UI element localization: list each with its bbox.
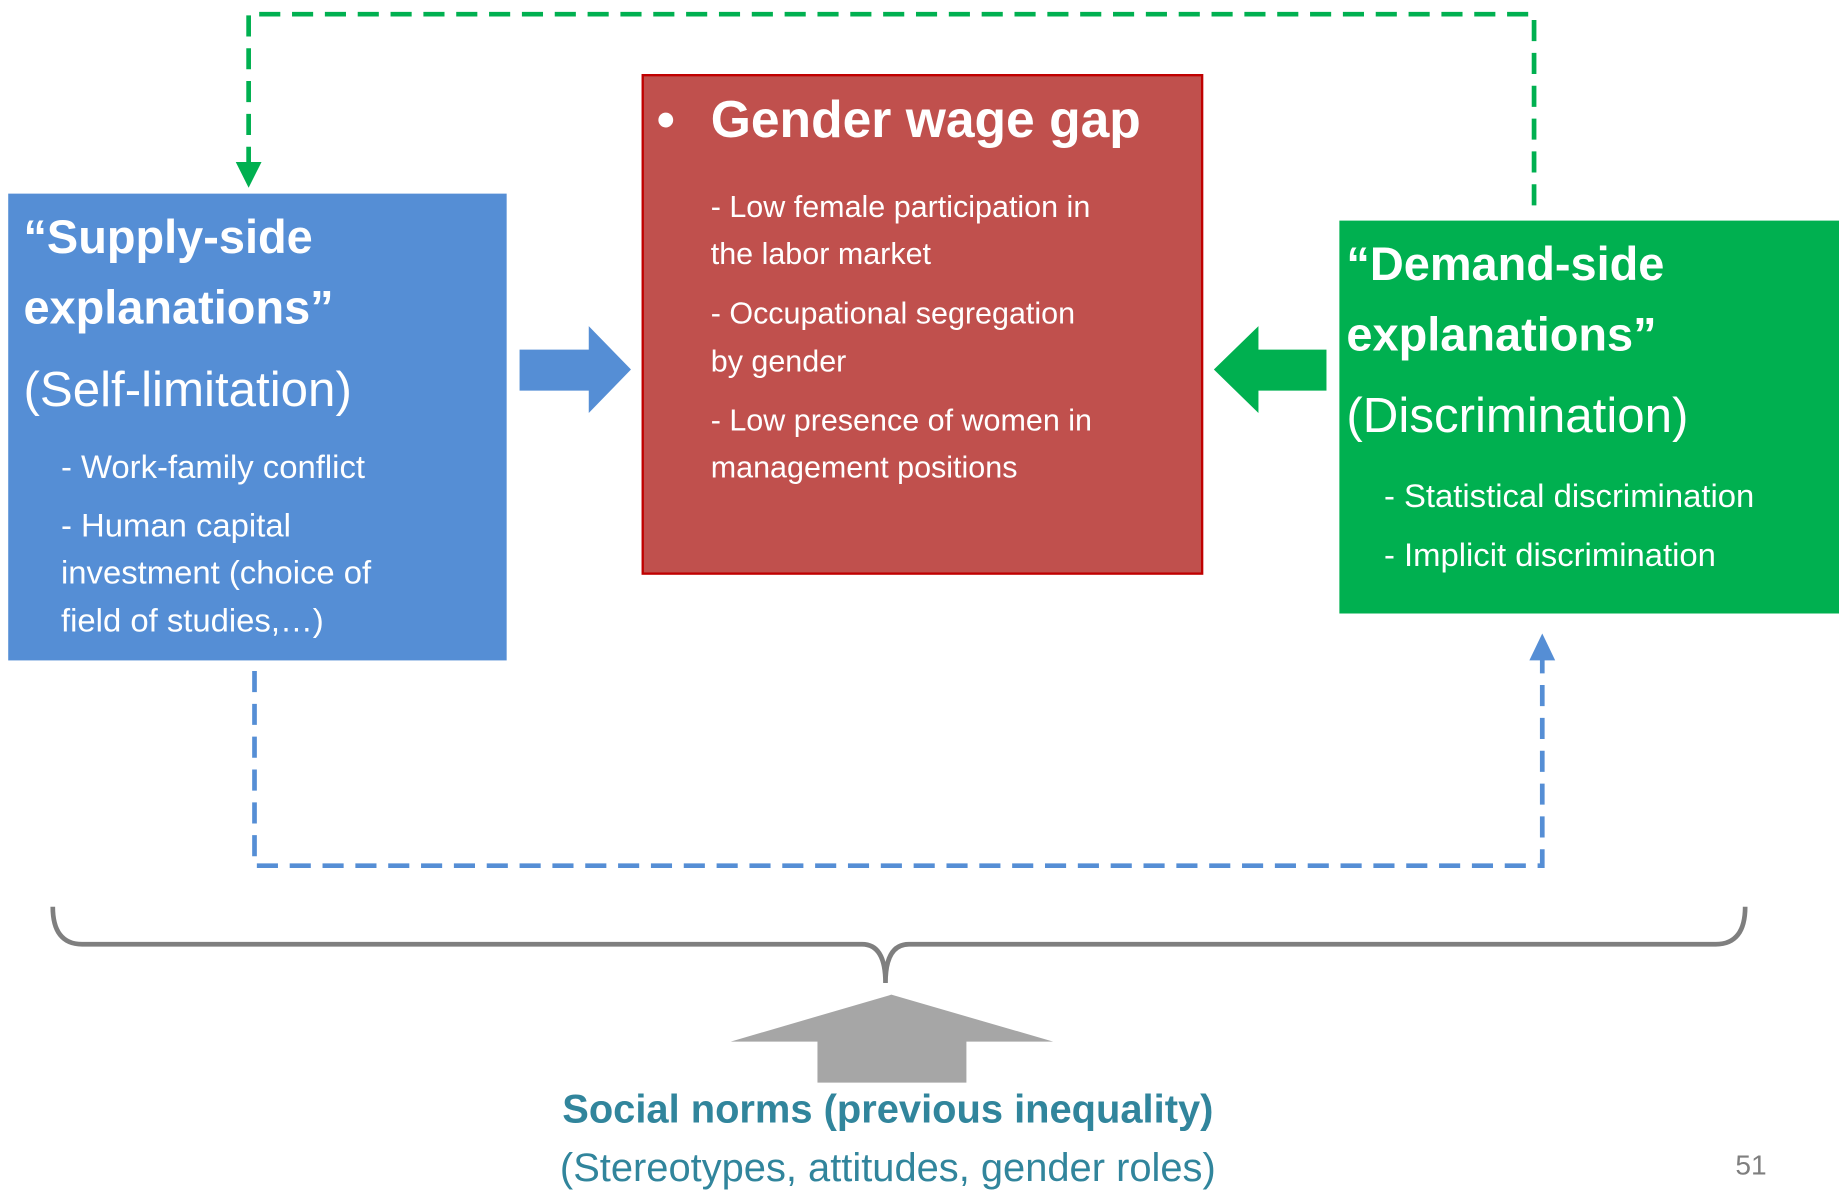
center-item: - Low female participation in <box>711 190 1091 224</box>
center-title: Gender wage gap <box>711 90 1141 148</box>
supply-item: field of studies,…) <box>61 602 324 639</box>
center-box <box>641 74 1204 575</box>
blue-arrowhead <box>1529 633 1556 661</box>
supply-box <box>8 193 507 661</box>
green-dashed-link <box>246 11 1537 206</box>
center-item: - Occupational segregation <box>711 297 1075 331</box>
bullet: • <box>657 90 675 148</box>
demand-title: “Demand-side <box>1346 238 1664 290</box>
brace <box>50 906 1748 983</box>
supply-item: investment (choice of <box>61 553 372 590</box>
supply-title: “Supply-side <box>23 211 312 263</box>
supply-item: - Work-family conflict <box>61 448 365 485</box>
demand-title: explanations” <box>1346 308 1656 360</box>
blue-arrow <box>519 326 631 413</box>
center-item: by gender <box>711 345 847 379</box>
supply-subtitle: (Self-limitation) <box>23 362 351 417</box>
supply-item: - Human capital <box>61 507 291 544</box>
center-item: - Low presence of women in <box>711 403 1092 437</box>
green-arrowhead <box>235 161 262 188</box>
demand-box <box>1339 220 1839 614</box>
demand-item: - Statistical discrimination <box>1384 477 1754 514</box>
center-item: management positions <box>711 450 1018 484</box>
gray-arrow <box>730 994 1054 1083</box>
page-number: 51 <box>1735 1150 1766 1181</box>
texts: “Supply-side explanations” (Self-limitatio… <box>23 90 1766 1190</box>
demand-item: - Implicit discrimination <box>1384 536 1716 573</box>
blue-dashed-link <box>252 659 1545 869</box>
norms-title: Social norms (previous inequality) <box>562 1087 1213 1131</box>
green-arrow <box>1213 326 1327 413</box>
center-item: the labor market <box>711 237 932 271</box>
supply-title: explanations” <box>23 281 333 333</box>
norms-subtitle: (Stereotypes, attitudes, gender roles) <box>560 1146 1216 1190</box>
demand-subtitle: (Discrimination) <box>1346 388 1688 443</box>
